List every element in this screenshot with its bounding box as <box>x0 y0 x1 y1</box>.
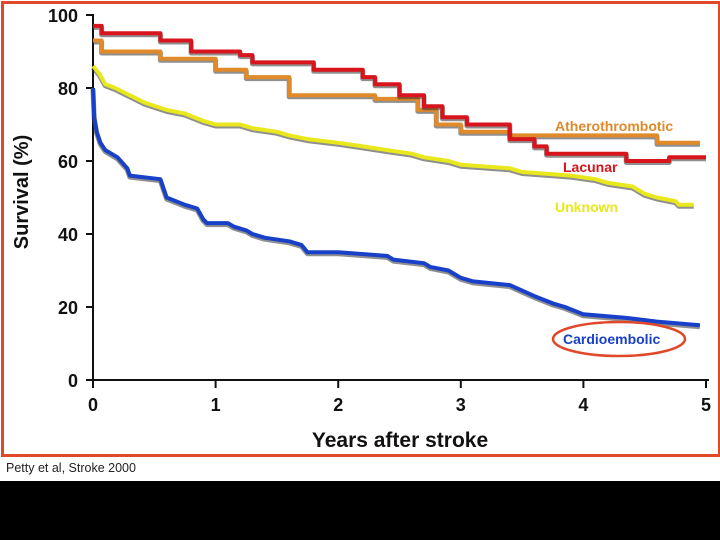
citation-caption: Petty et al, Stroke 2000 <box>6 461 136 475</box>
x-tick-label: 4 <box>578 395 588 415</box>
y-tick-label: 20 <box>58 298 78 318</box>
series-label-atherothrombotic: Atherothrombotic <box>555 118 673 134</box>
y-tick-label: 0 <box>68 371 78 391</box>
survival-chart: 0 20 40 60 80 100 0 1 2 3 4 5 Survival (%) Years a… <box>11 6 711 452</box>
series-label-cardioembolic: Cardioembolic <box>563 331 660 347</box>
x-tick-label: 0 <box>88 395 98 415</box>
series-label-unknown: Unknown <box>555 199 618 215</box>
x-tick-label: 1 <box>211 395 221 415</box>
y-tick-label: 100 <box>48 6 78 26</box>
x-tick-label: 3 <box>456 395 466 415</box>
series-line-lacunar <box>93 23 706 163</box>
x-tick-label: 2 <box>333 395 343 415</box>
y-axis-label: Survival (%) <box>11 135 33 249</box>
y-tick-label: 40 <box>58 225 78 245</box>
highlight-circle-cardioembolic <box>551 320 687 358</box>
x-axis-label: Years after stroke <box>312 429 488 452</box>
series-label-lacunar: Lacunar <box>563 159 618 175</box>
y-tick-label: 60 <box>58 152 78 172</box>
chart-frame <box>1 1 720 457</box>
series-line-unknown <box>91 64 694 207</box>
series-line-cardioembolic <box>91 87 701 328</box>
bottom-bar <box>0 481 720 540</box>
x-tick-label: 5 <box>701 395 711 415</box>
slide: 0 20 40 60 80 100 0 1 2 3 4 5 Survival (%) Years a… <box>0 0 720 481</box>
y-tick-label: 80 <box>58 79 78 99</box>
